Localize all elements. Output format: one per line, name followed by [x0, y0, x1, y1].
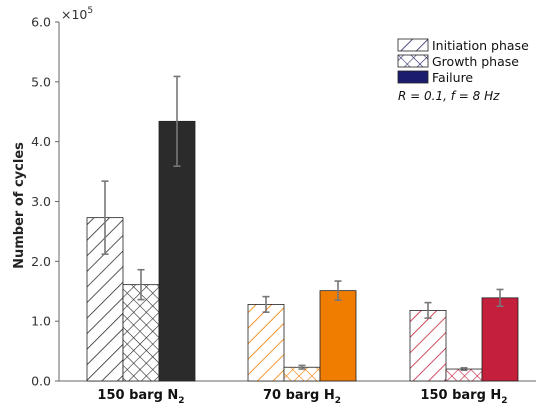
bar-diagonal-hatch [247, 304, 285, 382]
y-multiplier: ×105 [61, 6, 93, 22]
y-tick-label: 4.0 [31, 134, 51, 149]
legend-label: Failure [432, 70, 473, 85]
y-axis-title: Number of cycles [12, 142, 27, 269]
axis-labels: 0.0 1.0 2.0 3.0 4.0 5.0 6.0 ×105 Number of cycle… [12, 6, 508, 406]
legend-swatch [397, 38, 429, 52]
y-tick-label: 1.0 [31, 314, 51, 329]
bars [86, 120, 519, 382]
bar-solid [481, 297, 519, 382]
legend-swatch [397, 70, 429, 84]
x-category-label: 70 barg H2 [263, 388, 341, 406]
legend-swatch [397, 54, 429, 68]
bar-solid [319, 290, 357, 382]
y-tick-label: 3.0 [31, 194, 51, 209]
bar-diagonal-hatch [409, 309, 447, 382]
y-tick-label: 6.0 [31, 15, 51, 30]
error-bars [101, 75, 504, 372]
y-tick-label: 2.0 [31, 254, 51, 269]
x-category-label: 150 barg N2 [97, 388, 184, 406]
x-category-label: 150 barg H2 [420, 388, 507, 406]
legend-label: Growth phase [432, 54, 519, 69]
y-tick-label: 5.0 [31, 74, 51, 89]
y-tick-label: 0.0 [31, 374, 51, 389]
chart-annotation: R = 0.1, f = 8 Hz [398, 89, 500, 103]
legend-label: Initiation phase [432, 38, 529, 53]
bar-cross-hatch [122, 284, 160, 382]
